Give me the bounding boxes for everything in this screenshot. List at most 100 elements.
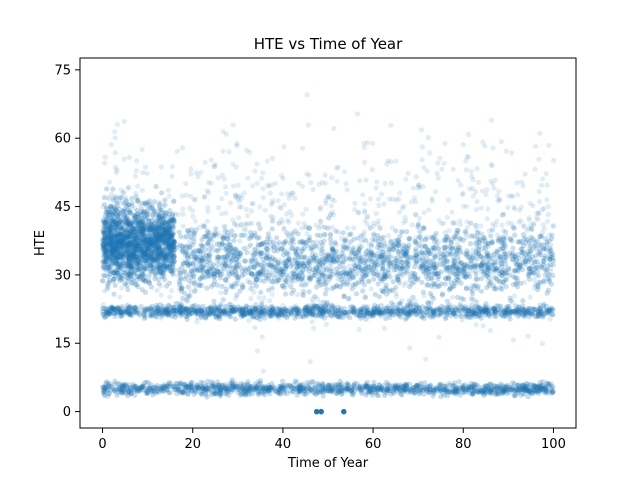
scatter-point — [100, 384, 106, 390]
scatter-point — [281, 382, 288, 388]
scatter-point — [162, 384, 168, 390]
scatter-point — [123, 308, 129, 314]
scatter-point — [519, 387, 526, 393]
scatter-point — [167, 251, 173, 257]
scatter-point — [363, 383, 369, 389]
scatter-point — [515, 389, 521, 395]
scatter-point — [328, 382, 334, 388]
scatter-point — [147, 386, 154, 392]
scatter-point — [112, 387, 118, 393]
scatter-point — [342, 385, 348, 391]
scatter-point — [198, 379, 204, 385]
scatter-point — [367, 384, 373, 390]
scatter-point — [298, 384, 304, 390]
scatter-point — [488, 388, 494, 394]
scatter-point — [215, 382, 221, 388]
scatter-point — [122, 387, 128, 393]
scatter-point — [408, 386, 414, 392]
scatter-point — [269, 381, 275, 387]
scatter-point — [150, 387, 156, 393]
scatter-point — [548, 381, 554, 387]
scatter-point — [440, 390, 446, 396]
scatter-point — [177, 381, 183, 387]
scatter-point — [170, 216, 176, 222]
scatter-point — [317, 390, 323, 396]
scatter-point — [453, 387, 459, 393]
scatter-point — [229, 379, 235, 385]
scatter-point — [450, 386, 456, 392]
scatter-point — [522, 387, 528, 393]
scatter-point — [499, 388, 505, 394]
scatter-point — [529, 390, 535, 396]
scatter-point — [455, 389, 461, 395]
scatter-point — [103, 384, 109, 390]
scatter-point — [455, 389, 462, 395]
scatter-point — [417, 390, 423, 396]
scatter-point — [268, 384, 274, 391]
scatter-point — [240, 309, 246, 315]
scatter-point — [230, 384, 236, 391]
scatter-point — [159, 385, 166, 391]
scatter-point — [265, 387, 271, 393]
scatter-point — [431, 386, 437, 392]
scatter-point — [185, 284, 191, 290]
scatter-point — [203, 386, 209, 392]
scatter-point — [462, 389, 468, 395]
scatter-point — [370, 386, 376, 393]
scatter-point — [503, 385, 509, 391]
scatter-point — [350, 384, 356, 390]
scatter-point — [117, 244, 123, 250]
scatter-point — [396, 312, 402, 319]
scatter-point — [332, 384, 338, 391]
scatter-point — [139, 384, 145, 391]
scatter-point — [233, 384, 239, 391]
scatter-point — [500, 389, 506, 395]
scatter-point — [178, 380, 184, 387]
scatter-point — [503, 387, 509, 393]
scatter-point — [188, 388, 194, 394]
scatter-point — [340, 230, 346, 236]
scatter-point — [350, 392, 356, 398]
scatter-point — [101, 383, 108, 389]
scatter-point — [523, 386, 529, 393]
scatter-point — [149, 388, 156, 394]
scatter-point — [339, 391, 345, 397]
scatter-point — [257, 386, 263, 392]
scatter-point — [467, 384, 473, 390]
scatter-point — [337, 386, 343, 392]
scatter-point — [460, 385, 466, 391]
scatter-point — [142, 278, 149, 284]
scatter-point — [134, 388, 140, 395]
scatter-point — [129, 195, 135, 202]
scatter-point — [528, 387, 534, 393]
scatter-point — [381, 387, 387, 393]
scatter-point — [120, 383, 126, 390]
scatter-point — [481, 386, 487, 392]
scatter-point — [397, 386, 403, 392]
scatter-point — [415, 384, 421, 390]
scatter-point — [363, 308, 369, 314]
scatter-point — [118, 389, 124, 395]
scatter-point — [132, 387, 138, 393]
scatter-point — [286, 382, 292, 388]
scatter-point — [400, 305, 406, 311]
scatter-point — [217, 392, 223, 398]
scatter-point — [455, 294, 461, 300]
scatter-point — [542, 384, 548, 390]
scatter-point — [450, 382, 456, 388]
scatter-point — [163, 383, 169, 389]
scatter-point — [277, 388, 283, 394]
scatter-point — [155, 389, 161, 395]
scatter-point — [310, 379, 316, 385]
scatter-point — [261, 387, 267, 393]
scatter-point — [344, 386, 350, 392]
scatter-point — [180, 390, 186, 396]
scatter-point — [433, 386, 439, 392]
scatter-point — [103, 385, 109, 391]
scatter-point — [363, 384, 369, 390]
scatter-point — [383, 385, 390, 392]
scatter-point — [488, 233, 494, 239]
scatter-point — [260, 391, 266, 397]
scatter-point — [135, 273, 141, 279]
